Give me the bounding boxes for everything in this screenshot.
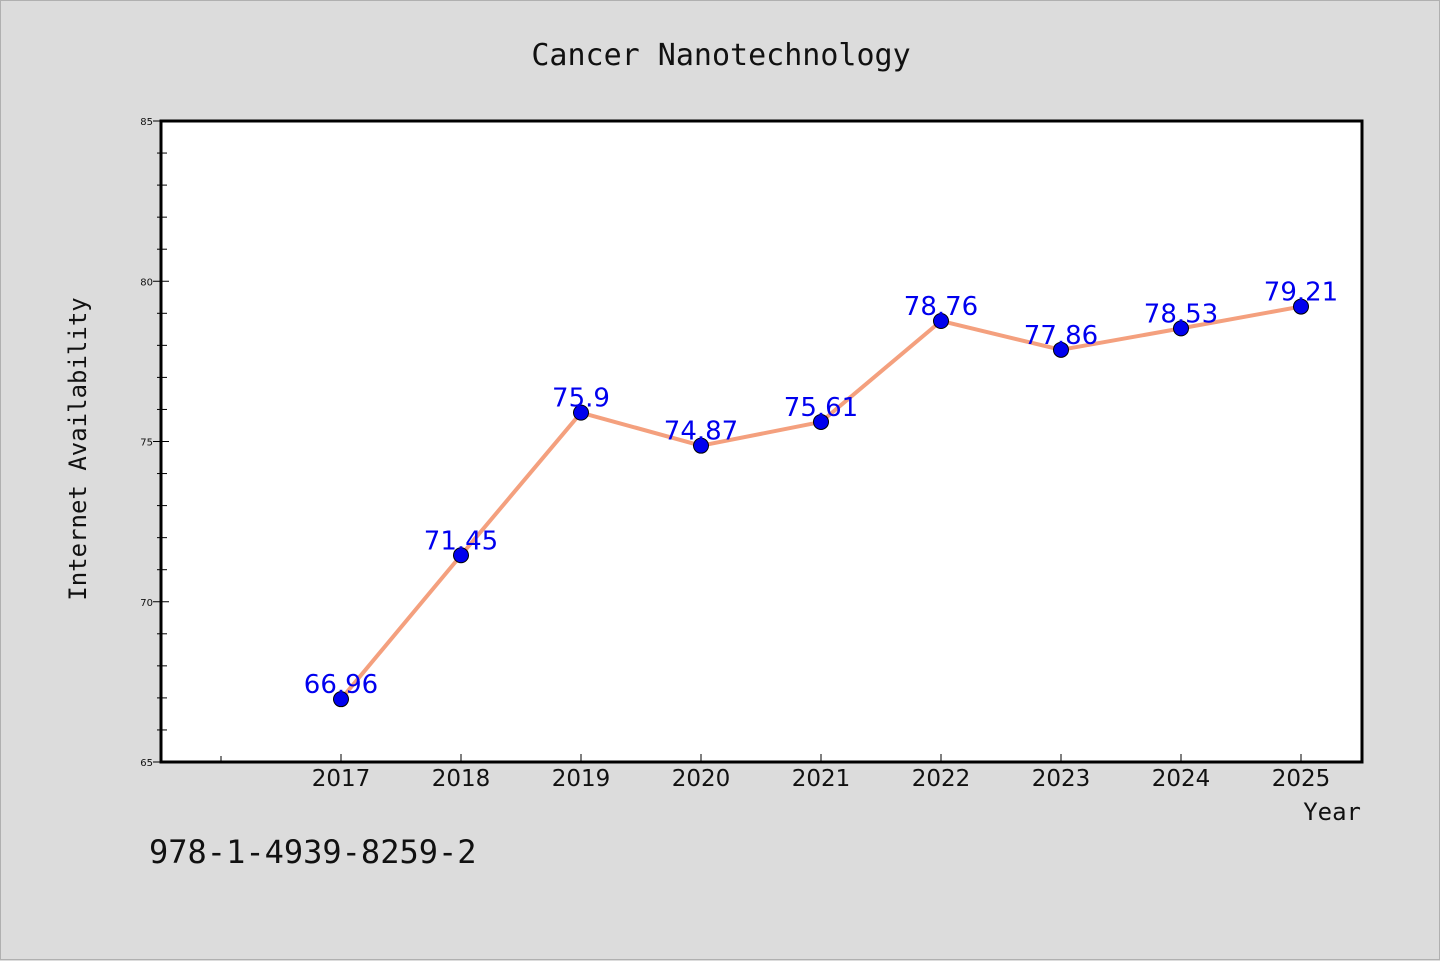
x-tick-label: 2021: [792, 766, 851, 792]
x-tick-label: 2025: [1272, 766, 1331, 792]
data-markers: [333, 298, 1309, 708]
data-label: 66.96: [304, 670, 378, 700]
data-label: 75.61: [784, 393, 858, 423]
chart-title: Cancer Nanotechnology: [531, 38, 910, 73]
x-tick-label: 2018: [432, 766, 491, 792]
x-tick-label: 2019: [552, 766, 611, 792]
axis-ticks: 65 70 75 80 85 2017 2018 2019 2020 2021 2022 2023 20…: [140, 117, 1330, 792]
plot-area: [161, 121, 1362, 762]
data-label: 74.87: [664, 417, 738, 447]
x-tick-label: 2022: [912, 766, 971, 792]
data-point: [1173, 320, 1189, 337]
y-axis-label: Internet Availability: [64, 297, 92, 600]
data-labels: 66.96 71.45 75.9 74.87 75.61 78.76 77.86 78.53 7…: [304, 278, 1338, 701]
x-axis-label: Year: [1303, 798, 1361, 826]
data-point: [693, 437, 709, 454]
isbn-text: 978-1-4939-8259-2: [149, 833, 477, 871]
data-point: [813, 413, 829, 430]
data-point: [933, 312, 949, 329]
data-label: 71.45: [424, 526, 498, 556]
plot-frame: [159, 119, 1364, 764]
x-tick-label: 2023: [1032, 766, 1091, 792]
y-tick-label: 80: [140, 277, 153, 288]
y-tick-label: 75: [140, 438, 153, 449]
data-point: [1053, 341, 1069, 358]
y-tick-label: 70: [140, 598, 153, 609]
y-tick-label: 65: [140, 758, 153, 769]
x-tick-label: 2020: [672, 766, 731, 792]
data-label: 75.9: [552, 384, 610, 414]
data-label: 78.53: [1144, 299, 1218, 329]
data-point: [453, 547, 469, 564]
x-tick-label: 2017: [312, 766, 371, 792]
data-label: 78.76: [904, 292, 978, 322]
x-tick-label: 2024: [1152, 766, 1211, 792]
data-label: 79.21: [1264, 278, 1338, 308]
data-point: [573, 404, 589, 421]
data-point: [333, 691, 349, 708]
data-point: [1293, 298, 1309, 315]
data-label: 77.86: [1024, 321, 1098, 351]
y-tick-label: 85: [140, 117, 153, 128]
